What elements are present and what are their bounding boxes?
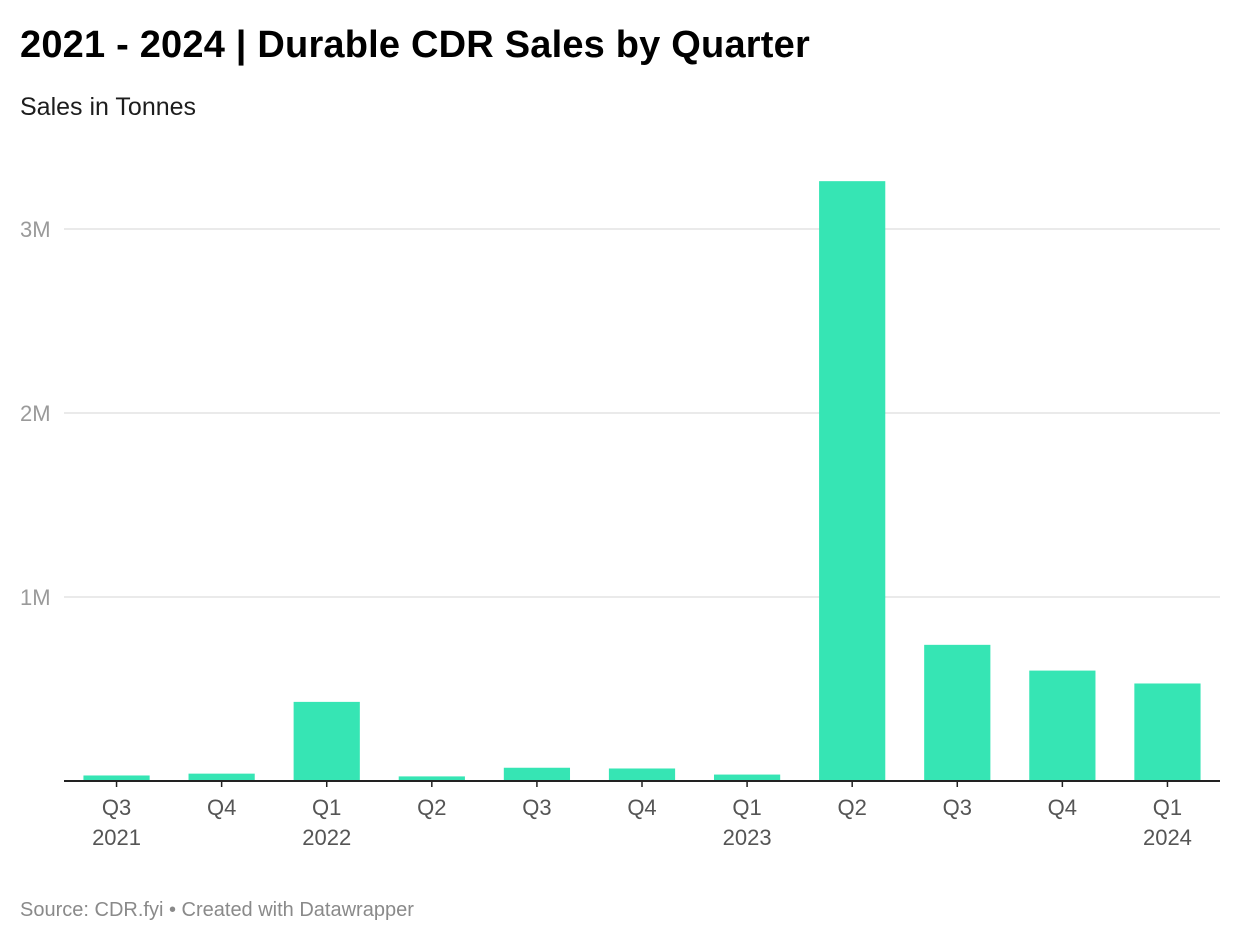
bar-q1-2[interactable] (293, 701, 360, 781)
source-label: Source: (20, 899, 89, 921)
x-tick-label: Q3 (522, 795, 551, 820)
chart-title: 2021 - 2024 | Durable CDR Sales by Quart… (20, 24, 810, 66)
bar-q4-5[interactable] (608, 768, 676, 781)
bar-q3-4[interactable] (503, 767, 571, 781)
x-tick-label: Q4 (207, 795, 236, 820)
source-name[interactable]: CDR.fyi (94, 899, 164, 921)
bar-q3-8[interactable] (924, 644, 991, 781)
x-tick-label: Q1 (1153, 795, 1182, 820)
footer-separator: • (168, 899, 176, 921)
x-tick-label: Q2 (417, 795, 446, 820)
x-tick-label: Q1 (732, 795, 761, 820)
bar-q4-1[interactable] (188, 773, 255, 781)
bar-q1-10[interactable] (1134, 683, 1201, 781)
x-year-label: 2021 (92, 825, 141, 850)
bar-q3-0[interactable] (83, 775, 150, 781)
bar-q2-3[interactable] (398, 776, 465, 781)
bars (83, 181, 1201, 781)
y-tick-label: 3M (20, 217, 51, 242)
footer: Source: CDR.fyi • Created with Datawrapp… (20, 898, 414, 922)
x-tick-label: Q1 (312, 795, 341, 820)
x-tick-label: Q3 (102, 795, 131, 820)
bar-q2-7[interactable] (819, 181, 886, 781)
credit-text: Created with Datawrapper (181, 899, 414, 921)
bar-q4-9[interactable] (1029, 670, 1096, 781)
x-tick-label: Q4 (1048, 795, 1077, 820)
chart-subtitle: Sales in Tonnes (20, 93, 197, 121)
x-year-label: 2024 (1143, 825, 1192, 850)
x-year-label: 2022 (302, 825, 351, 850)
x-tick-label: Q3 (943, 795, 972, 820)
bar-q1-6[interactable] (713, 774, 781, 781)
y-tick-label: 2M (20, 401, 51, 426)
y-tick-label: 1M (20, 585, 51, 610)
gridlines: 1M 2M 3M (20, 217, 1220, 610)
axes: Q3 2021 Q4 Q1 2022 Q2 Q3 Q4 Q1 2023 Q2 Q3 Q4 Q1 2024 (64, 780, 1220, 850)
x-tick-label: Q2 (838, 795, 867, 820)
x-year-label: 2023 (723, 825, 772, 850)
x-tick-label: Q4 (627, 795, 656, 820)
